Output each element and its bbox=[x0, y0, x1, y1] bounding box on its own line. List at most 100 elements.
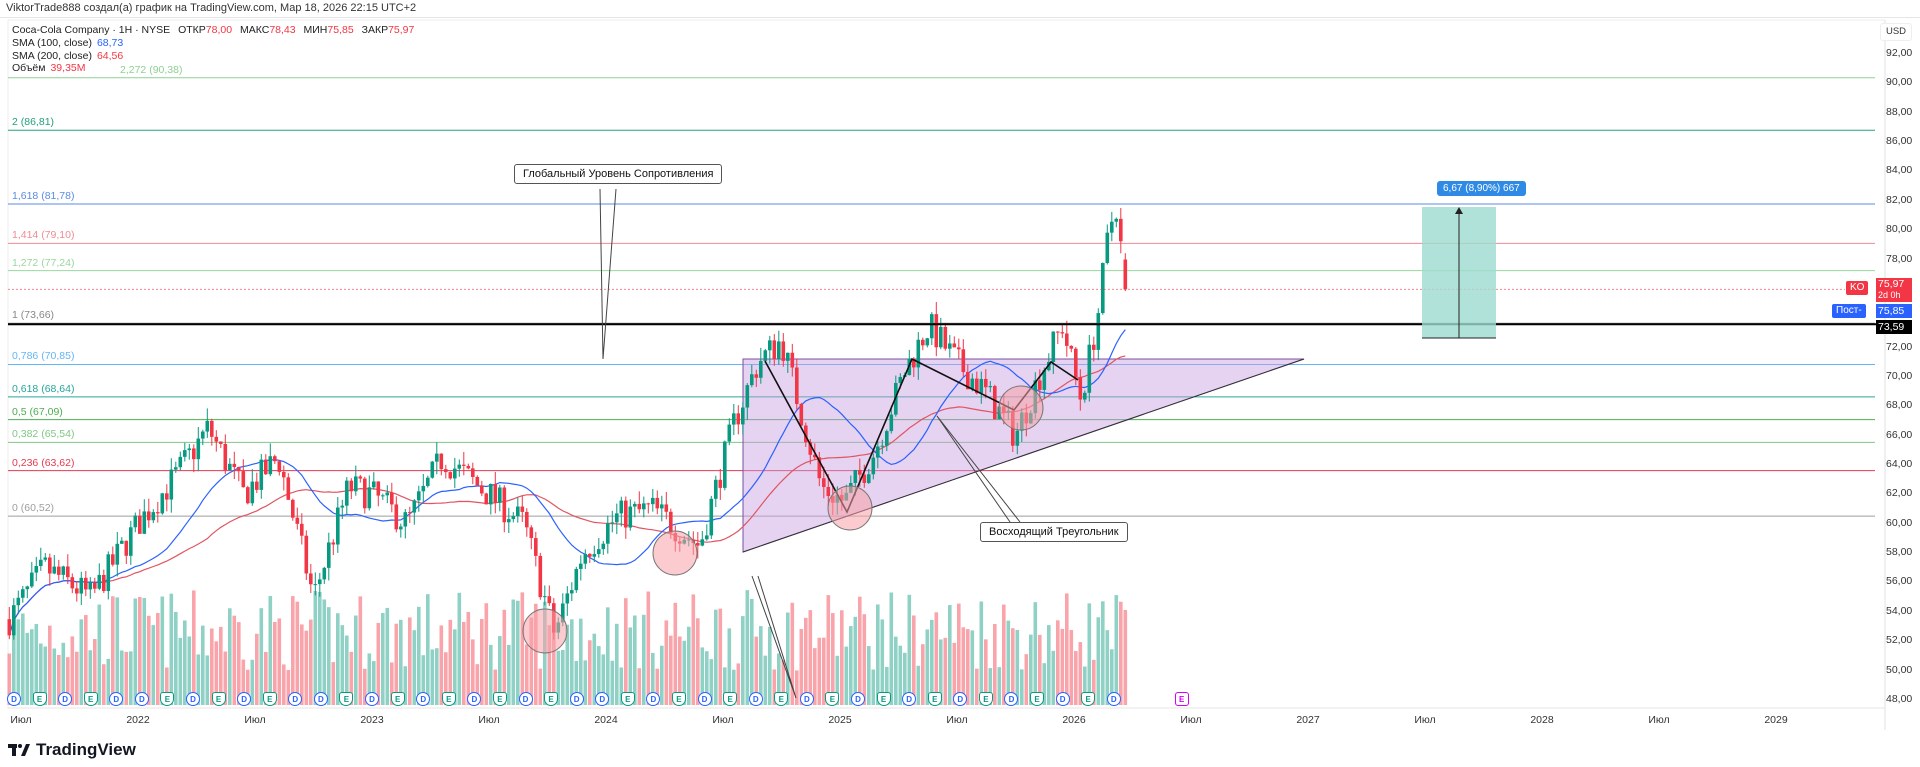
dividend-event-icon[interactable]: D bbox=[851, 692, 865, 706]
upcoming-earnings-icon[interactable]: E bbox=[1174, 692, 1189, 706]
earnings-event-icon[interactable]: E bbox=[978, 692, 993, 706]
currency-label[interactable]: USD bbox=[1880, 23, 1912, 41]
earnings-event-icon[interactable]: E bbox=[211, 692, 226, 706]
tradingview-logo[interactable]: TradingView bbox=[8, 740, 136, 760]
dividend-event-icon[interactable]: D bbox=[748, 692, 763, 706]
fib-level-label: 0,5 (67,09) bbox=[12, 405, 63, 418]
volume-bar bbox=[489, 644, 493, 705]
earnings-event-icon[interactable]: E bbox=[32, 692, 47, 706]
dividend-event-icon[interactable]: D bbox=[58, 692, 73, 706]
candle-body bbox=[880, 445, 885, 447]
dividend-event-icon[interactable]: D bbox=[467, 692, 482, 706]
candle-body bbox=[493, 483, 498, 503]
earnings-event-icon[interactable]: E bbox=[774, 692, 789, 706]
dividend-event-icon[interactable]: D bbox=[902, 692, 917, 706]
time-tick: 2025 bbox=[828, 714, 852, 726]
earnings-event-icon[interactable]: E bbox=[83, 692, 98, 706]
candle-body bbox=[223, 443, 228, 471]
legend-sma200[interactable]: SMA (200, close) 64,56 bbox=[12, 50, 123, 62]
touch-point-circle bbox=[998, 385, 1044, 431]
volume-bar bbox=[579, 618, 583, 705]
earnings-event-icon[interactable]: E bbox=[671, 692, 686, 706]
legend-sma100[interactable]: SMA (100, close) 68,73 bbox=[12, 37, 123, 49]
legend-volume[interactable]: Объём 39,35M bbox=[12, 62, 86, 74]
candle-body bbox=[457, 464, 462, 469]
candle-body bbox=[862, 474, 867, 483]
dividend-event-icon[interactable]: D bbox=[646, 692, 661, 706]
dividend-event-icon[interactable]: D bbox=[186, 692, 201, 706]
earnings-event-icon[interactable]: E bbox=[927, 692, 942, 706]
dividend-event-icon[interactable]: D bbox=[1004, 692, 1019, 706]
dividend-event-icon[interactable]: D bbox=[6, 692, 21, 706]
fib-level-label: 2 (86,81) bbox=[12, 116, 55, 129]
dividend-event-icon[interactable]: D bbox=[518, 692, 533, 706]
sma200-value: 64,56 bbox=[96, 50, 124, 62]
symbol-name[interactable]: Coca-Cola Company · 1Н · NYSE bbox=[12, 24, 171, 36]
earnings-event-icon[interactable]: E bbox=[492, 692, 507, 706]
earnings-event-icon[interactable]: E bbox=[339, 692, 354, 706]
earnings-event-icon[interactable]: E bbox=[1030, 692, 1045, 706]
dividend-event-icon[interactable]: D bbox=[953, 692, 968, 706]
dividend-event-icon[interactable]: D bbox=[1106, 692, 1121, 706]
volume-bar bbox=[799, 628, 804, 705]
volume-bar bbox=[39, 643, 43, 705]
volume-bar bbox=[840, 610, 844, 705]
candle-body bbox=[1078, 377, 1083, 400]
volume-bar bbox=[12, 609, 16, 705]
time-tick: 2024 bbox=[594, 714, 618, 726]
candle-body bbox=[628, 506, 633, 528]
candle-body bbox=[363, 478, 367, 509]
earnings-event-icon[interactable]: E bbox=[1081, 692, 1096, 706]
earnings-event-icon[interactable]: E bbox=[390, 692, 405, 706]
resistance-callout[interactable]: Глобальный Уровень Сопротивления bbox=[514, 164, 723, 184]
volume-bar bbox=[1096, 617, 1101, 705]
candle-body bbox=[237, 467, 241, 472]
dividend-event-icon[interactable]: D bbox=[237, 692, 252, 706]
earnings-event-icon[interactable]: E bbox=[262, 692, 277, 706]
volume-bar bbox=[52, 648, 57, 705]
volume-bar bbox=[70, 636, 75, 705]
dividend-event-icon[interactable]: D bbox=[416, 692, 431, 706]
candle-body bbox=[633, 503, 637, 507]
dividend-event-icon[interactable]: D bbox=[799, 692, 814, 706]
candle-body bbox=[934, 314, 939, 348]
dividend-event-icon[interactable]: D bbox=[569, 692, 584, 706]
measure-arrowhead bbox=[1455, 207, 1463, 214]
measure-label[interactable]: 6,67 (8,90%) 667 bbox=[1437, 181, 1526, 196]
volume-bar bbox=[1123, 609, 1128, 705]
candle-body bbox=[88, 582, 93, 590]
earnings-event-icon[interactable]: E bbox=[544, 692, 559, 706]
candle-body bbox=[165, 493, 169, 500]
volume-bar bbox=[426, 594, 430, 705]
volume-bar bbox=[453, 629, 457, 705]
header-divider bbox=[0, 17, 1920, 18]
dividend-event-icon[interactable]: D bbox=[1055, 692, 1070, 706]
candle-body bbox=[489, 483, 493, 505]
candle-body bbox=[867, 474, 871, 483]
earnings-event-icon[interactable]: E bbox=[441, 692, 456, 706]
earnings-event-icon[interactable]: E bbox=[825, 692, 840, 706]
dividend-event-icon[interactable]: D bbox=[313, 692, 328, 706]
candle-body bbox=[133, 515, 138, 528]
volume-bar bbox=[102, 664, 106, 705]
dividend-event-icon[interactable]: D bbox=[365, 692, 380, 706]
time-tick: 2029 bbox=[1764, 714, 1788, 726]
earnings-event-icon[interactable]: E bbox=[876, 692, 891, 706]
candle-body bbox=[52, 566, 57, 574]
volume-bar bbox=[1092, 659, 1096, 705]
candle-body bbox=[948, 343, 952, 349]
earnings-event-icon[interactable]: E bbox=[620, 692, 635, 706]
candle-body bbox=[984, 378, 988, 388]
dividend-event-icon[interactable]: D bbox=[595, 692, 610, 706]
volume-bar bbox=[259, 608, 264, 705]
dividend-event-icon[interactable]: D bbox=[288, 692, 303, 706]
volume-bar bbox=[466, 612, 471, 705]
dividend-event-icon[interactable]: D bbox=[697, 692, 712, 706]
dividend-event-icon[interactable]: D bbox=[109, 692, 124, 706]
dividend-event-icon[interactable]: D bbox=[134, 692, 149, 706]
triangle-callout[interactable]: Восходящий Треугольник bbox=[980, 522, 1128, 542]
volume-bar bbox=[403, 666, 408, 705]
earnings-event-icon[interactable]: E bbox=[723, 692, 738, 706]
earnings-event-icon[interactable]: E bbox=[160, 692, 175, 706]
